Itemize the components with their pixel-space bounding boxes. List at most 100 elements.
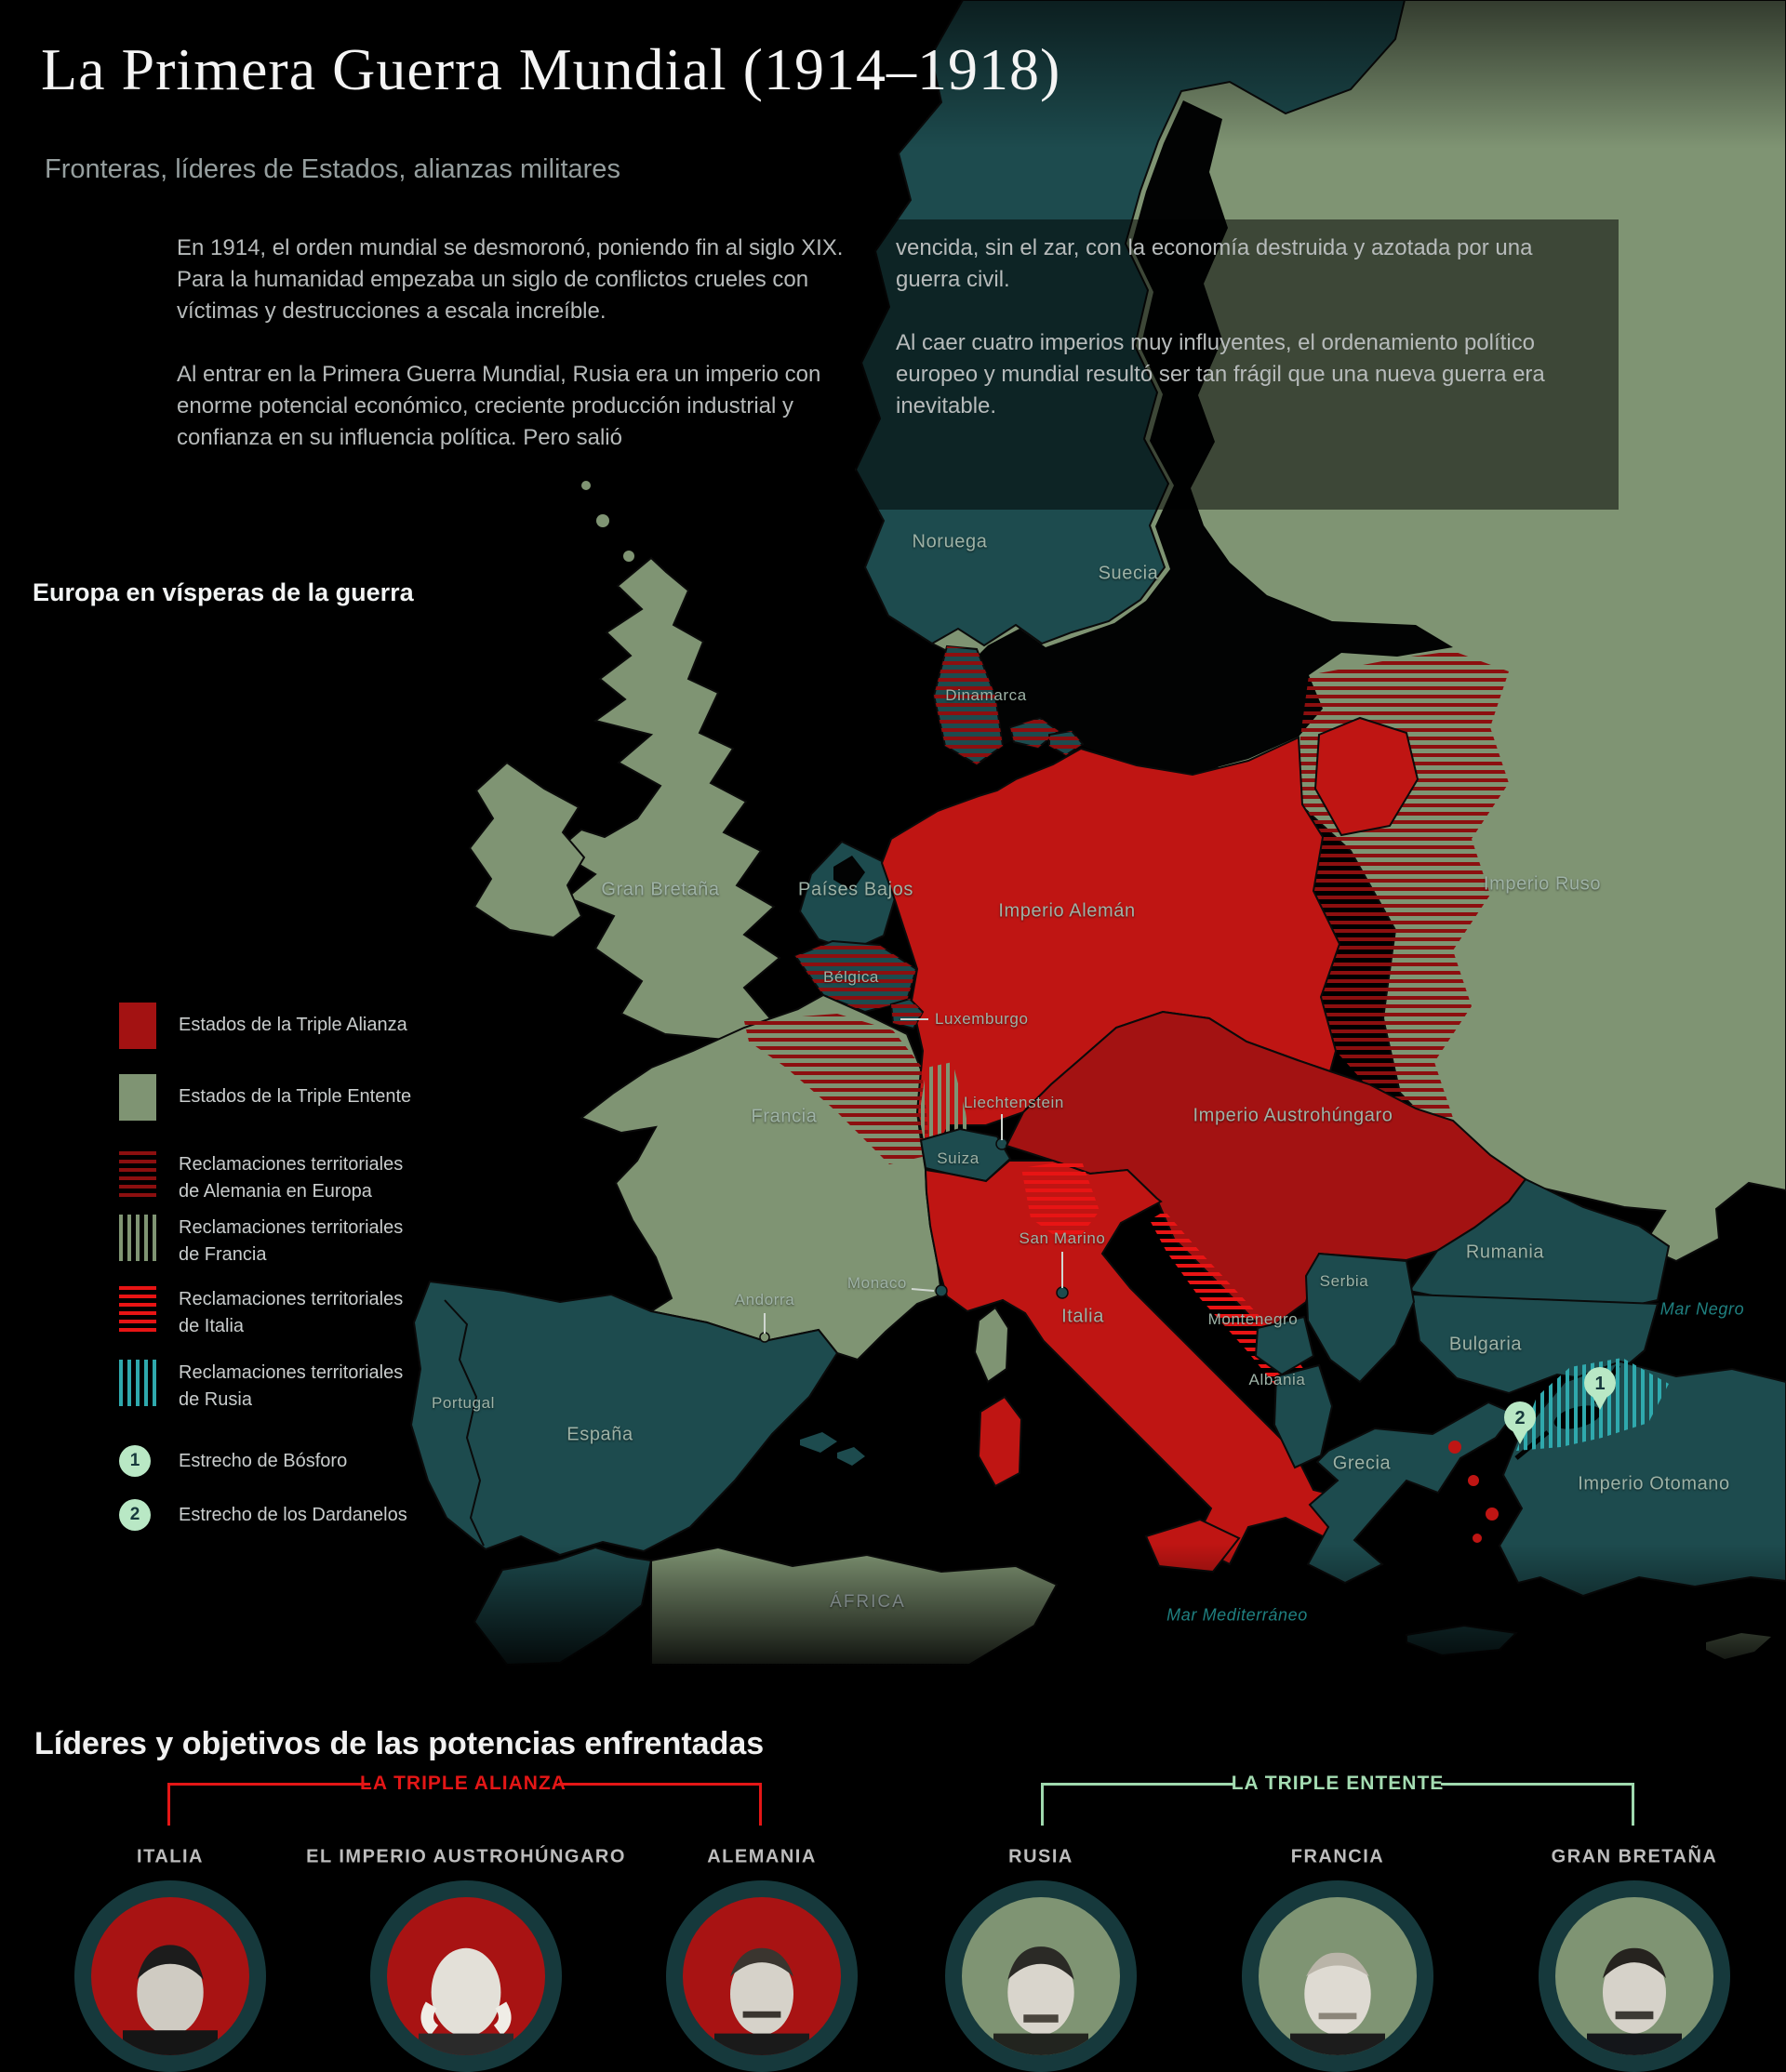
legend-item-alianza: Estados de la Triple Alianza (119, 1003, 407, 1049)
map-label-espana: España (566, 1424, 633, 1445)
bottom-fade (0, 1544, 1786, 1683)
alliance-label-triple-alianza: LA TRIPLE ALIANZA (360, 1773, 566, 1794)
leader-portrait-francia (1242, 1880, 1433, 2072)
legend-label: de Rusia (179, 1389, 252, 1410)
map-label-gran-bretana: Gran Bretaña (601, 879, 720, 900)
entente-bracket-line (1041, 1783, 1234, 1786)
map-label-noruega: Noruega (912, 531, 988, 552)
legend-label: Estrecho de los Dardanelos (179, 1505, 407, 1525)
legend-strait-1: 1 Estrecho de Bósforo (119, 1445, 347, 1477)
alianza-bracket-line (759, 1783, 762, 1826)
country-luxembourg (889, 997, 925, 1030)
top-fade (837, 0, 1786, 149)
country-greece (1306, 1401, 1516, 1585)
strait-pin-1: 1 (1584, 1367, 1616, 1410)
leader-country-austrohungaro: EL IMPERIO AUSTROHÚNGARO (306, 1846, 626, 1867)
europe-map: 1 2 (0, 0, 1786, 1730)
map-label-imperio-ruso: Imperio Ruso (1483, 873, 1602, 895)
leader-portrait-alemania (666, 1880, 858, 2072)
bottom-black (0, 1674, 1786, 1730)
leader-portrait-italia (74, 1880, 266, 2072)
legend-label: Reclamaciones territoriales (179, 1154, 404, 1175)
leader-portrait-gran-bretana (1539, 1880, 1730, 2072)
callout-lines (764, 1018, 1063, 1334)
map-label-montenegro: Montenegro (1207, 1310, 1299, 1328)
leader-country-francia: FRANCIA (1290, 1846, 1385, 1867)
zuiderzee (833, 856, 865, 891)
leaders-section-heading: Líderes y objetivos de las potencias enf… (34, 1726, 765, 1761)
intro-paragraph: En 1914, el orden mundial se desmoronó, … (177, 235, 844, 324)
intro-paragraph: Al caer cuatro imperios muy influyentes,… (896, 330, 1545, 418)
map-label-dinamarca: Dinamarca (945, 686, 1027, 704)
legend-strait-2: 2 Estrecho de los Dardanelos (119, 1499, 407, 1531)
country-montenegro (1254, 1315, 1315, 1376)
leader-portrait-austrohungaro (370, 1880, 562, 2072)
map-label-albania: Albania (1248, 1371, 1306, 1388)
intro-panel (856, 219, 1619, 510)
legend-item-entente: Estados de la Triple Entente (119, 1074, 411, 1121)
map-section-heading: Europa en vísperas de la guerra (33, 578, 414, 606)
map-label-imperio-austrohungaro: Imperio Austrohúngaro (1193, 1105, 1393, 1126)
country-ireland (468, 761, 586, 939)
page-title: La Primera Guerra Mundial (1914–1918) (41, 36, 1061, 102)
islands-dodecanese (1448, 1441, 1499, 1543)
legend-label: de Alemania en Europa (179, 1181, 372, 1202)
entente-bracket-line (1632, 1783, 1634, 1826)
legend-item-claims-france: Reclamaciones territoriales de Francia (119, 1215, 403, 1268)
island-sardinia (977, 1395, 1023, 1488)
claims-italy-tyrol (1021, 1159, 1100, 1248)
country-great-britain (554, 556, 781, 1042)
legend-label: Estados de la Triple Alianza (179, 1015, 407, 1035)
map-label-san-marino: San Marino (1019, 1229, 1106, 1247)
claims-germany-on-france (744, 1014, 930, 1164)
strait-number-icon: 1 (119, 1445, 151, 1477)
leader-portrait-rusia (945, 1880, 1137, 2072)
legend-swatch-alianza (119, 1003, 156, 1049)
leader-country-rusia: RUSIA (1008, 1846, 1073, 1867)
alianza-bracket-line (167, 1783, 370, 1786)
north-isles (596, 514, 609, 527)
legend-label: Reclamaciones territoriales (179, 1289, 404, 1309)
map-label-grecia: Grecia (1332, 1453, 1392, 1474)
country-andorra (759, 1332, 770, 1343)
alliance-label-triple-entente: LA TRIPLE ENTENTE (1231, 1773, 1445, 1794)
map-label-rumania: Rumania (1465, 1242, 1545, 1263)
intro-column-right: vencida, sin el zar, con la economía des… (896, 232, 1575, 454)
legend-label: Estados de la Triple Entente (179, 1086, 412, 1107)
legend-swatch-claims-france (119, 1215, 156, 1261)
map-label-suiza: Suiza (937, 1149, 980, 1167)
country-east-prussia (1313, 716, 1419, 837)
north-isles (581, 481, 591, 490)
map-label-monaco: Monaco (846, 1274, 907, 1292)
map-label-africa: ÁFRICA (830, 1592, 906, 1612)
country-spain (409, 1280, 839, 1557)
map-label-belgica: Bélgica (823, 968, 879, 986)
legend-swatch-claims-italy (119, 1286, 156, 1333)
country-monaco (935, 1284, 948, 1297)
strait-pin-2: 2 (1504, 1401, 1536, 1444)
map-label-italia: Italia (1061, 1306, 1104, 1327)
legend-label: de Italia (179, 1316, 245, 1336)
leader-country-alemania: ALEMANIA (707, 1846, 817, 1867)
svg-text:2: 2 (1514, 1408, 1525, 1428)
map-label-suecia: Suecia (1098, 563, 1159, 584)
alianza-bracket-line (167, 1783, 170, 1826)
border-portugal (444, 1299, 485, 1547)
map-label-mar-negro: Mar Negro (1659, 1299, 1745, 1319)
map-label-bulgaria: Bulgaria (1448, 1334, 1523, 1355)
legend-label: Estrecho de Bósforo (179, 1451, 348, 1471)
page-subtitle: Fronteras, líderes de Estados, alianzas … (45, 154, 620, 184)
country-denmark (932, 644, 1085, 766)
legend-label: Reclamaciones territoriales (179, 1217, 404, 1238)
legend-swatch-claims-germany (119, 1151, 156, 1198)
intro-paragraph: vencida, sin el zar, con la economía des… (896, 235, 1533, 292)
strait-number-icon: 2 (119, 1499, 151, 1531)
map-label-liechtenstein: Liechtenstein (964, 1094, 1064, 1111)
north-isles (623, 551, 634, 562)
map-label-luxemburgo: Luxemburgo (935, 1010, 1029, 1028)
country-serbia (1304, 1252, 1416, 1384)
legend-label: de Francia (179, 1244, 267, 1265)
intro-column-left: En 1914, el orden mundial se desmoronó, … (177, 232, 886, 485)
country-albania (1273, 1363, 1334, 1469)
